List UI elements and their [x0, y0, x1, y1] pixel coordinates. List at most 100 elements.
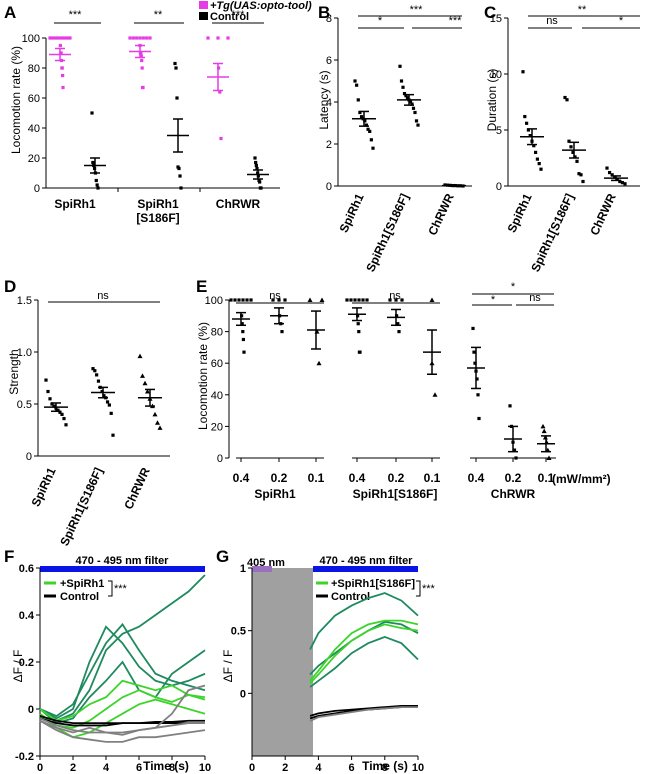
- d-point-0-1: [46, 389, 50, 394]
- legend-swatch-control: [199, 12, 208, 20]
- e-point-2-2-0: [540, 423, 546, 429]
- e-point-0-0-4: [245, 298, 249, 302]
- g-y-tick-label-0: 0: [240, 688, 246, 700]
- a-group-3: ChRWR: [216, 197, 261, 211]
- b-point-1-0: [398, 64, 402, 68]
- e-unit: (mW/mm²): [552, 472, 611, 486]
- b-point-1-5: [405, 96, 410, 100]
- d-point-1-10: [109, 411, 113, 415]
- f-series-2: [39, 622, 206, 718]
- b-group-3: ChRWR: [425, 191, 457, 237]
- e-point-0-1-5: [280, 330, 284, 334]
- panel-letter-e: E: [196, 277, 207, 296]
- a-group-2-line2: [S186F]: [136, 211, 179, 225]
- a-point-0-1-11: [140, 58, 144, 63]
- e-point-1-0-3: [357, 298, 361, 302]
- c-point-1-1: [565, 98, 569, 102]
- g-legend-1: +SpiRh1[S186F]: [331, 578, 415, 590]
- a-point-0-0-2: [53, 36, 57, 40]
- e-point-0-2-0: [307, 297, 313, 302]
- g-series-7: [309, 706, 418, 722]
- c-point-1-0: [563, 95, 567, 100]
- a-point-1-0-6: [95, 183, 99, 187]
- d-group-2: SpiRh1[S186F]: [57, 465, 105, 548]
- e-point-1-0-7: [356, 322, 360, 326]
- d-point-1-3: [96, 379, 101, 383]
- e-y-tick-label-3: 60: [211, 358, 223, 370]
- g-series-0: [309, 592, 419, 650]
- a-sig-2: **: [154, 9, 163, 21]
- b-y-tick-label-2: 4: [326, 97, 332, 109]
- c-group-2: SpiRh1[S186F]: [528, 191, 576, 274]
- a-point-0-2-1: [216, 36, 220, 40]
- c-point-2-3: [613, 175, 617, 179]
- e-point-1-0-2: [353, 298, 357, 302]
- a-ylabel: Locomotion rate (%): [9, 46, 23, 154]
- a-point-1-2-9: [259, 186, 263, 190]
- a-point-0-1-6: [148, 36, 152, 40]
- d-point-0-9: [62, 416, 66, 421]
- d-point-1-1: [93, 369, 97, 373]
- b-point-0-4: [359, 115, 364, 119]
- a-point-1-0-7: [96, 186, 100, 190]
- f-series-5: [39, 689, 206, 729]
- b-y-tick-label-0: 0: [326, 181, 332, 193]
- c-point-1-6: [575, 159, 579, 163]
- f-series-1: [39, 625, 206, 720]
- g-stim-bar: [252, 566, 272, 572]
- e-point-2-1-4: [514, 456, 518, 460]
- e-point-1-0-1: [349, 298, 353, 302]
- d-point-2-2: [142, 380, 148, 386]
- g-sig: ***: [422, 583, 436, 595]
- d-point-1-8: [105, 400, 110, 404]
- a-point-0-1-5: [145, 36, 149, 40]
- a-point-0-0-8: [68, 36, 72, 40]
- b-point-0-9: [368, 129, 372, 133]
- e-xtick-0-0: 0.4: [233, 471, 250, 485]
- d-point-1-0: [91, 367, 95, 371]
- c-point-0-3: [526, 128, 530, 132]
- c-point-0-10: [539, 167, 543, 171]
- c-sig-1: **: [578, 4, 587, 16]
- e-point-2-0-4: [475, 377, 479, 381]
- e-xtick-2-2: 0.1: [538, 471, 555, 485]
- e-xtick-1-1: 0.2: [388, 471, 405, 485]
- d-point-2-3: [145, 389, 150, 394]
- b-point-1-12: [416, 123, 420, 127]
- e-point-1-1-1: [394, 298, 398, 302]
- f-series-0: [39, 574, 206, 722]
- e-point-0-1-1: [277, 298, 281, 302]
- d-point-2-1: [140, 373, 145, 378]
- e-point-2-0-5: [476, 393, 480, 397]
- a-point-1-1-0: [173, 61, 177, 66]
- f-ylabel: ΔF / F: [11, 650, 25, 683]
- a-point-0-1-14: [141, 85, 145, 90]
- g-y-tick-label-2: 1: [240, 563, 246, 575]
- a-point-0-0-16: [61, 85, 65, 90]
- a-point-0-1-9: [139, 51, 143, 55]
- f-x-tick-label-2: 4: [103, 762, 110, 774]
- d-point-1-9: [107, 403, 111, 407]
- e-point-0-1-2: [283, 298, 287, 302]
- f-x-tick-label-3: 6: [136, 762, 142, 774]
- a-y-tick-label-3: 60: [28, 93, 40, 105]
- b-point-0-0: [353, 79, 357, 83]
- a-group-2-line1: SpiRh1: [137, 197, 179, 211]
- a-y-tick-label-2: 40: [28, 123, 40, 135]
- b-point-1-4: [404, 94, 408, 98]
- g-x-tick-label-1: 2: [282, 762, 288, 774]
- b-point-1-2: [401, 85, 405, 89]
- c-sig-2: ns: [546, 15, 558, 27]
- e-point-0-0-0: [229, 298, 233, 302]
- a-point-1-0-0: [90, 111, 94, 115]
- e-point-0-0-8: [241, 330, 245, 334]
- d-sig-1: ns: [97, 290, 109, 302]
- c-point-0-8: [535, 157, 539, 161]
- g-series-4: [309, 635, 419, 688]
- b-point-0-6: [363, 119, 367, 123]
- c-point-2-1: [607, 170, 612, 175]
- d-point-0-10: [64, 423, 68, 427]
- e-point-0-0-5: [249, 298, 253, 302]
- b-point-1-1: [399, 79, 404, 83]
